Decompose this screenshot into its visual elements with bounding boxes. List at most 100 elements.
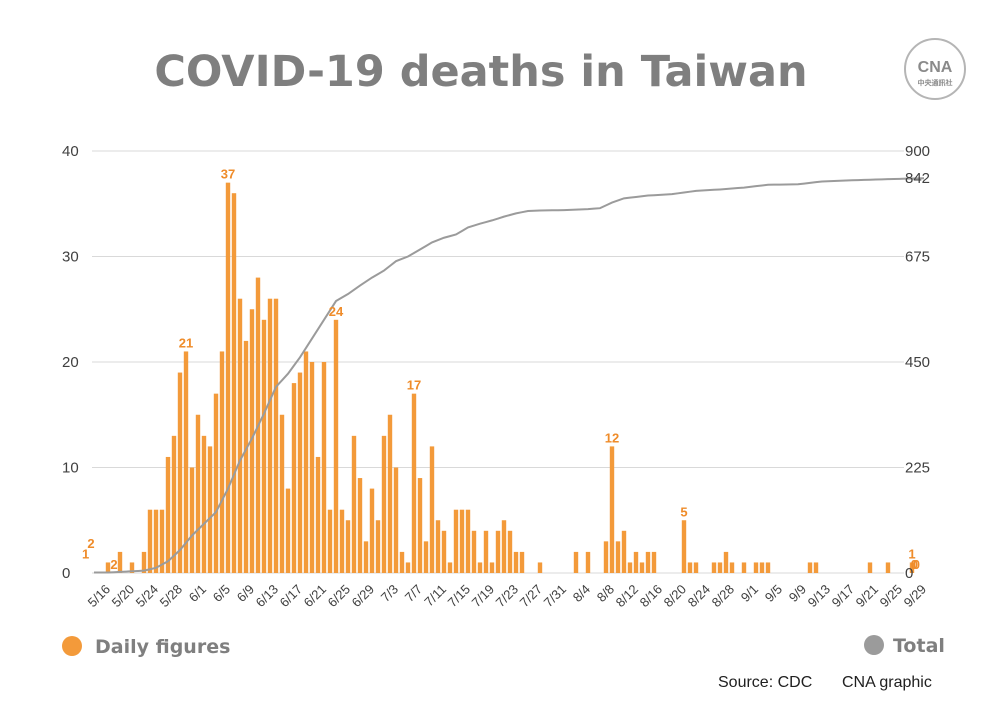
daily-bar	[219, 351, 225, 573]
daily-bar	[429, 446, 435, 573]
x-tick-label: 6/1	[186, 582, 209, 605]
daily-bar	[681, 520, 687, 573]
x-tick-label: 9/1	[738, 582, 761, 605]
data-label: 37	[221, 167, 235, 182]
x-tick-label: 8/24	[685, 582, 714, 611]
daily-bar	[435, 520, 441, 573]
daily-bar	[159, 509, 165, 573]
daily-bar	[117, 551, 123, 573]
daily-bar	[441, 530, 447, 573]
data-label: 24	[329, 304, 344, 319]
daily-bar	[489, 562, 495, 573]
daily-bar	[309, 362, 315, 573]
total-line-layer	[94, 177, 925, 574]
x-tick-label: 5/24	[133, 582, 162, 611]
daily-bar	[129, 562, 135, 573]
total-line	[94, 177, 925, 574]
data-label: 5	[680, 504, 687, 519]
daily-bar	[723, 551, 729, 573]
daily-bar	[633, 551, 639, 573]
daily-bar	[459, 509, 465, 573]
daily-bar	[765, 562, 771, 573]
daily-bar	[693, 562, 699, 573]
daily-bar	[267, 298, 273, 573]
daily-bar	[423, 541, 429, 573]
daily-bar	[453, 509, 459, 573]
daily-bar	[501, 520, 507, 573]
x-tick-label: 6/29	[349, 582, 378, 611]
daily-bar	[303, 351, 309, 573]
daily-bar	[609, 446, 615, 573]
daily-bar	[327, 509, 333, 573]
daily-bar	[483, 530, 489, 573]
daily-bar	[621, 530, 627, 573]
daily-bar	[507, 530, 513, 573]
daily-bar	[195, 414, 201, 573]
daily-bar	[417, 478, 423, 573]
x-tick-label: 8/4	[570, 582, 593, 605]
x-tick-label: 7/15	[445, 582, 474, 611]
daily-bar	[807, 562, 813, 573]
source-note: Source: CDC	[718, 674, 812, 691]
daily-bar	[387, 414, 393, 573]
y-right-tick: 225	[905, 460, 930, 477]
daily-bar	[141, 551, 147, 573]
daily-bar	[183, 351, 189, 573]
daily-bar	[231, 193, 237, 573]
daily-bar	[639, 562, 645, 573]
data-label: 0	[911, 557, 918, 572]
daily-bar	[279, 414, 285, 573]
daily-bar	[471, 530, 477, 573]
y-left-tick: 20	[62, 354, 79, 371]
daily-bar	[243, 340, 249, 573]
credit-note: CNA graphic	[842, 674, 932, 691]
x-tick-label: 9/17	[829, 582, 858, 611]
y-right-tick: 675	[905, 249, 930, 266]
legend-total-label: Total	[893, 635, 945, 657]
x-tick-label: 6/5	[210, 582, 233, 605]
legend-total-swatch	[864, 635, 884, 655]
x-tick-label: 5/16	[85, 582, 114, 611]
x-tick-label: 6/17	[277, 582, 306, 611]
y-right-tick: 450	[905, 354, 930, 371]
y-left-tick: 40	[62, 143, 79, 160]
logo-text: CNA	[918, 59, 953, 76]
daily-bar	[729, 562, 735, 573]
daily-bar	[381, 435, 387, 573]
daily-bar	[711, 562, 717, 573]
daily-bar	[585, 551, 591, 573]
x-tick-label: 7/11	[421, 582, 449, 610]
daily-bar	[603, 541, 609, 573]
y-right-tick: 900	[905, 143, 930, 160]
y-left-tick: 0	[62, 565, 70, 582]
daily-bar	[171, 435, 177, 573]
x-tick-label: 9/21	[853, 582, 882, 611]
daily-bar	[201, 435, 207, 573]
x-tick-label: 7/31	[541, 582, 570, 611]
daily-bar	[813, 562, 819, 573]
daily-bar	[105, 562, 111, 573]
daily-bar	[177, 372, 183, 573]
logo-subtext: 中央通訊社	[918, 78, 953, 87]
daily-bar	[333, 319, 339, 573]
daily-bar	[321, 362, 327, 573]
daily-bar	[273, 298, 279, 573]
y-left-tick: 10	[62, 460, 79, 477]
daily-bar	[165, 456, 171, 573]
bars-layer	[105, 182, 915, 573]
data-label: 17	[407, 378, 421, 393]
x-tick-label: 9/29	[901, 582, 930, 611]
daily-bar	[411, 393, 417, 573]
data-label: 1	[82, 546, 89, 561]
daily-bar	[405, 562, 411, 573]
daily-bar	[351, 435, 357, 573]
x-tick-label: 8/20	[661, 582, 690, 611]
daily-bar	[249, 309, 255, 573]
data-label: 2	[87, 536, 94, 551]
daily-bar	[519, 551, 525, 573]
x-tick-label: 6/13	[253, 582, 282, 611]
daily-bar	[687, 562, 693, 573]
data-label: 2	[110, 557, 117, 572]
